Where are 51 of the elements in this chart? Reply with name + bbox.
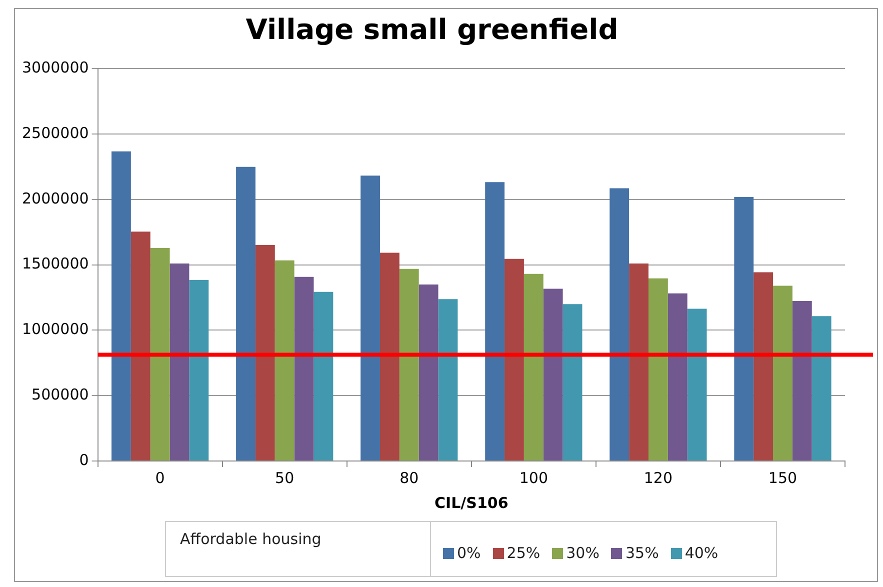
x-tick-label: 100 bbox=[519, 468, 548, 487]
legend-label: 35% bbox=[625, 544, 659, 562]
chart-title: Village small greenfield bbox=[246, 13, 618, 46]
bar bbox=[314, 292, 334, 460]
legend-label: 25% bbox=[506, 544, 540, 562]
bar bbox=[399, 268, 419, 460]
y-tick-label: 500000 bbox=[32, 385, 89, 404]
x-tick-label: 0 bbox=[155, 468, 165, 487]
bar bbox=[150, 248, 170, 460]
bar bbox=[485, 182, 505, 460]
bar bbox=[418, 284, 438, 460]
bar bbox=[274, 260, 294, 460]
legend-label: 40% bbox=[684, 544, 718, 562]
bar bbox=[610, 188, 630, 460]
x-axis-title: CIL/S106 bbox=[434, 494, 508, 512]
y-tick-label: 3000000 bbox=[22, 58, 89, 76]
bar bbox=[112, 151, 131, 460]
bar bbox=[668, 293, 688, 460]
bar bbox=[543, 288, 563, 460]
y-tick-label: 2000000 bbox=[22, 189, 89, 208]
bar bbox=[294, 276, 314, 460]
legend-label: 30% bbox=[566, 544, 600, 562]
legend-label: 0% bbox=[457, 544, 481, 562]
bar bbox=[524, 274, 544, 460]
bar bbox=[130, 232, 150, 460]
y-tick-label: 2500000 bbox=[22, 124, 89, 142]
bar bbox=[380, 252, 400, 460]
x-tick-label: 120 bbox=[644, 468, 673, 487]
y-tick-label: 1500000 bbox=[22, 254, 89, 273]
bar bbox=[792, 301, 812, 460]
bar bbox=[734, 197, 754, 460]
bar bbox=[812, 316, 832, 460]
bar bbox=[255, 245, 275, 460]
bar bbox=[504, 258, 524, 460]
bar bbox=[648, 278, 668, 460]
bar bbox=[773, 286, 792, 460]
bar bbox=[562, 304, 582, 460]
x-tick-label: 50 bbox=[275, 468, 294, 487]
y-tick-label: 0 bbox=[79, 450, 89, 469]
bar bbox=[438, 299, 458, 460]
bar bbox=[629, 263, 648, 460]
bar bbox=[236, 166, 256, 460]
bar bbox=[687, 308, 707, 460]
x-tick-label: 150 bbox=[768, 468, 798, 487]
y-tick-label: 1000000 bbox=[22, 320, 89, 338]
x-tick-label: 80 bbox=[400, 468, 419, 487]
bar bbox=[170, 263, 190, 460]
legend-title: Affordable housing bbox=[166, 522, 431, 576]
bar bbox=[754, 272, 774, 460]
bar bbox=[189, 280, 209, 460]
bar bbox=[360, 176, 380, 460]
